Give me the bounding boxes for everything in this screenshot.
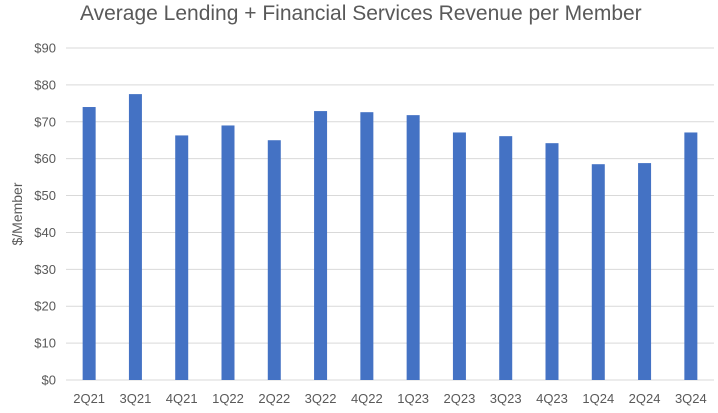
y-tick-label: $10 (34, 336, 56, 351)
x-tick-label: 2Q21 (73, 391, 105, 406)
gridlines (66, 47, 714, 381)
bar-1Q22 (221, 125, 235, 380)
x-tick-label: 2Q24 (629, 391, 661, 406)
x-tick-label: 1Q23 (397, 391, 429, 406)
y-tick-label: $40 (34, 225, 56, 240)
y-tick-label: $80 (34, 77, 56, 92)
bar-2Q21 (82, 107, 96, 381)
x-tick-label: 2Q22 (258, 391, 290, 406)
y-tick-label: $30 (34, 262, 56, 277)
x-tick-label: 3Q23 (490, 391, 522, 406)
y-tick-label: $90 (34, 41, 56, 56)
y-axis-title: $/Member (9, 182, 25, 245)
bar-4Q22 (360, 112, 374, 380)
bar-4Q23 (545, 143, 559, 380)
y-tick-labels: $0 $10 $20 $30 $40 $50 $60 $70 $80 $90 (34, 41, 56, 388)
x-tick-label: 2Q23 (444, 391, 476, 406)
x-tick-label: 1Q24 (582, 391, 614, 406)
y-tick-label: $50 (34, 188, 56, 203)
x-tick-label: 3Q24 (675, 391, 707, 406)
bar-1Q23 (406, 115, 420, 380)
bar-2Q24 (638, 163, 652, 380)
y-tick-label: $0 (42, 373, 56, 388)
x-tick-label: 3Q22 (305, 391, 337, 406)
bar-2Q22 (267, 140, 281, 380)
bar-3Q23 (499, 136, 513, 380)
y-tick-label: $20 (34, 299, 56, 314)
x-tick-label: 4Q21 (166, 391, 198, 406)
bar-2Q23 (452, 132, 466, 380)
bar-3Q21 (128, 94, 142, 380)
x-tick-label: 3Q21 (120, 391, 152, 406)
bar-1Q24 (591, 164, 605, 380)
y-tick-label: $60 (34, 151, 56, 166)
bar-3Q24 (684, 132, 698, 380)
x-tick-label: 1Q22 (212, 391, 244, 406)
bar-3Q22 (314, 111, 328, 380)
bars (82, 94, 698, 381)
y-tick-label: $70 (34, 114, 56, 129)
x-tick-label: 4Q23 (536, 391, 568, 406)
bar-4Q21 (175, 135, 189, 380)
x-tick-label: 4Q22 (351, 391, 383, 406)
chart-title: Average Lending + Financial Services Rev… (80, 2, 642, 25)
x-tick-labels: 2Q21 3Q21 4Q21 1Q22 2Q22 3Q22 4Q22 1Q23 2Q23 3Q23… (73, 391, 707, 406)
